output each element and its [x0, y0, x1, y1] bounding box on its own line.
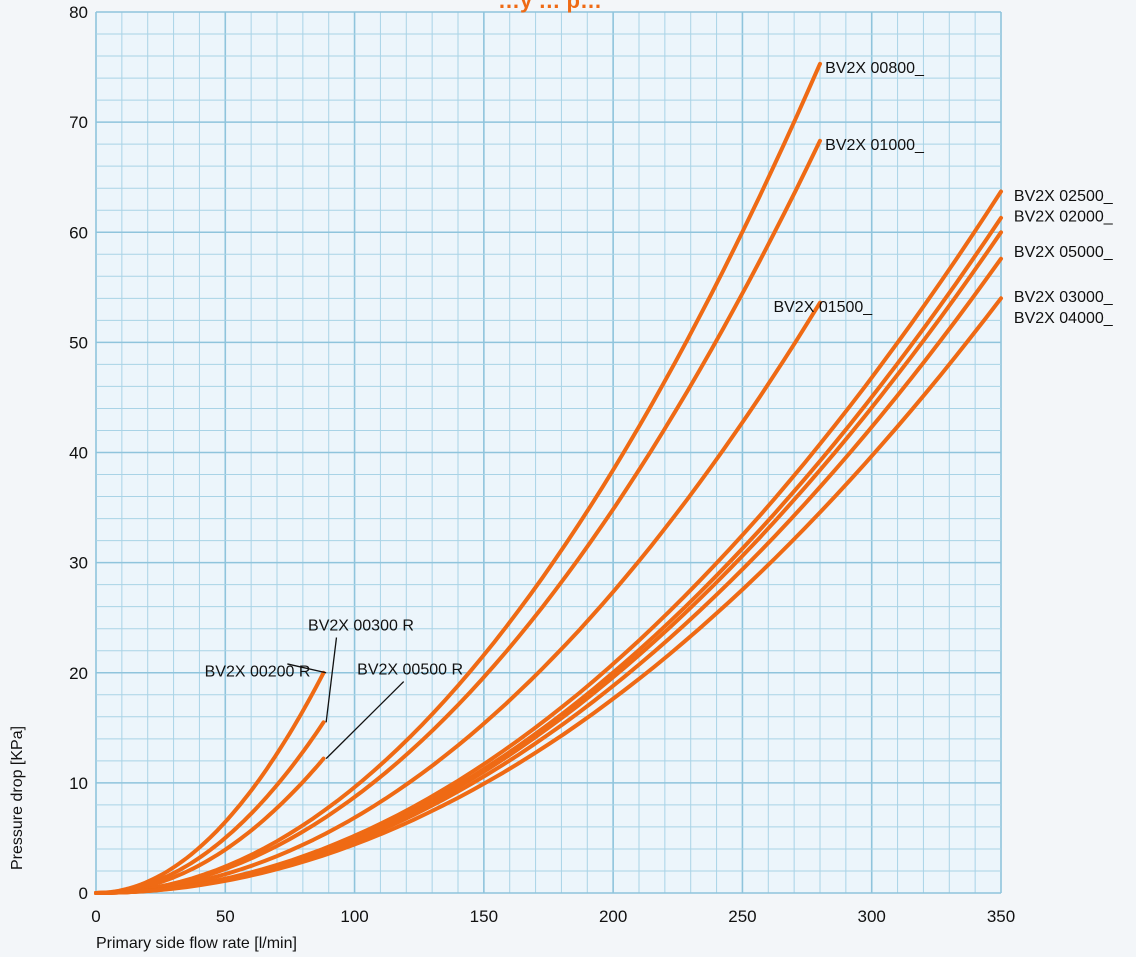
curve-label: BV2X 01500_ — [773, 299, 873, 316]
y-tick-label: 50 — [69, 333, 88, 352]
series-line — [94, 300, 822, 895]
curve-labels: BV2X 00800_ BV2X 01000_ BV2X 01500_ BV2X 02… — [205, 60, 1114, 680]
curve-label: BV2X 03000_ — [1014, 289, 1114, 306]
y-tick-label: 0 — [79, 884, 88, 903]
curve-label: BV2X 04000_ — [1014, 310, 1114, 327]
curve-label: BV2X 01000_ — [825, 137, 925, 154]
x-axis-label: Primary side flow rate [l/min] — [96, 935, 297, 952]
curves — [94, 61, 1003, 895]
tick-labels: 0 50 100 150 200 250 300 350 0 10 20 30 40 50 60 70 80 — [69, 3, 1015, 926]
x-tick-label: 300 — [858, 907, 886, 926]
series-line — [94, 296, 1003, 895]
y-tick-label: 60 — [69, 223, 88, 242]
x-tick-label: 50 — [216, 907, 235, 926]
y-tick-label: 80 — [69, 3, 88, 22]
curve-label: BV2X 05000_ — [1014, 244, 1114, 261]
leader-line — [287, 663, 327, 674]
curve-label: BV2X 02000_ — [1014, 209, 1114, 226]
leader-line — [325, 681, 405, 760]
y-tick-label: 30 — [69, 554, 88, 573]
y-tick-label: 70 — [69, 113, 88, 132]
leader-line — [325, 637, 338, 723]
y-axis-label: Pressure drop [KPa] — [9, 726, 26, 870]
x-tick-label: 200 — [599, 907, 627, 926]
x-tick-label: 150 — [470, 907, 498, 926]
curve-label: BV2X 00800_ — [825, 60, 925, 77]
y-tick-label: 40 — [69, 444, 88, 463]
curve-label: BV2X 00200 R — [205, 664, 311, 681]
leader-lines — [287, 637, 405, 760]
curve-label: BV2X 00300 R — [308, 617, 414, 634]
x-tick-label: 0 — [91, 907, 100, 926]
x-tick-label: 350 — [987, 907, 1015, 926]
curve-label: BV2X 00500 R — [357, 661, 463, 678]
series-line — [94, 138, 822, 895]
y-tick-label: 10 — [69, 774, 88, 793]
x-tick-label: 100 — [340, 907, 368, 926]
x-tick-label: 250 — [728, 907, 756, 926]
curve-label: BV2X 02500_ — [1014, 188, 1114, 205]
chart-title: …y … p… — [498, 0, 602, 13]
y-tick-label: 20 — [69, 664, 88, 683]
